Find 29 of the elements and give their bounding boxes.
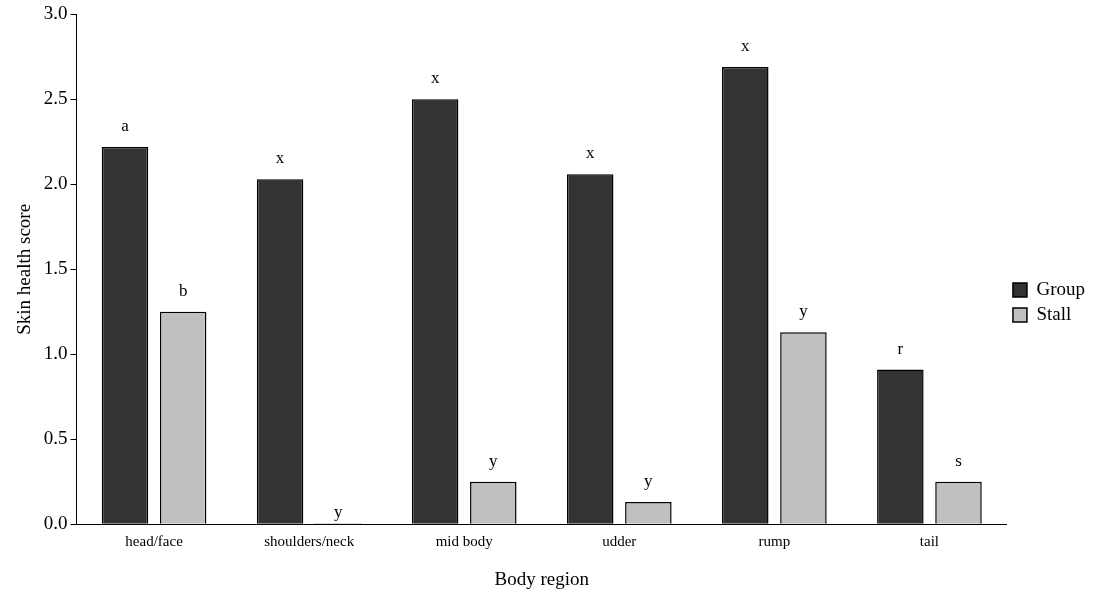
data-label: s <box>955 450 962 470</box>
data-label: a <box>121 115 130 135</box>
data-label: y <box>489 450 499 470</box>
data-label: x <box>741 36 751 56</box>
x-axis-title: Body region <box>494 567 590 589</box>
x-tick-label: tail <box>919 533 939 550</box>
data-label: y <box>799 301 809 321</box>
x-tick-label: udder <box>602 533 637 550</box>
data-label: y <box>644 471 654 491</box>
x-tick-label: rump <box>758 533 791 550</box>
data-label: x <box>275 148 285 168</box>
legend-label: Stall <box>1036 302 1072 324</box>
y-tick-label: 1.0 <box>43 342 68 364</box>
data-label: b <box>178 280 188 300</box>
y-tick-label: 1.5 <box>43 257 68 279</box>
y-tick-label: 0.0 <box>43 512 68 534</box>
y-tick-label: 2.5 <box>43 87 68 109</box>
x-tick-label: head/face <box>125 533 184 550</box>
x-tick-label: mid body <box>435 533 494 550</box>
data-label: r <box>897 338 904 358</box>
y-axis-title: Skin health score <box>13 203 35 335</box>
x-tick-label: shoulders/neck <box>264 533 355 550</box>
legend-label: Group <box>1036 277 1086 299</box>
y-tick-label: 3.0 <box>43 2 68 24</box>
data-label: x <box>430 68 440 88</box>
data-label: y <box>333 502 343 522</box>
y-tick-label: 0.5 <box>43 427 68 449</box>
y-tick-label: 2.0 <box>43 172 68 194</box>
data-label: x <box>585 143 595 163</box>
